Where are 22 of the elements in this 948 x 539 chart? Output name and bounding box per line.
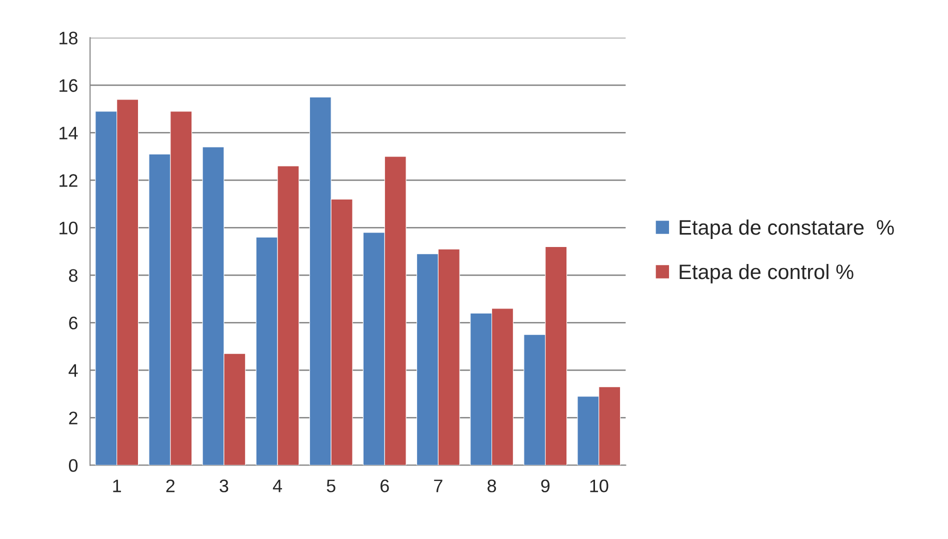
y-tick-label: 0	[68, 459, 78, 472]
legend-label: Etapa de control %	[680, 264, 854, 284]
y-tick-label: 4	[68, 364, 78, 377]
legend-label: Etapa de constatare %	[680, 220, 894, 239]
x-tick-label: 3	[220, 480, 228, 492]
x-tick-label: 1	[113, 480, 121, 492]
x-tick-label: 7	[434, 480, 442, 492]
x-tick-label: 5	[326, 480, 336, 492]
y-tick-label: 18	[60, 32, 78, 44]
y-tick-label: 2	[69, 412, 78, 424]
y-tick-label: 10	[60, 222, 78, 234]
x-tick-label: 9	[541, 480, 550, 492]
x-tick-label: 8	[488, 480, 496, 492]
y-tick-label: 6	[69, 316, 78, 330]
y-tick-label: 14	[60, 126, 78, 140]
y-tick-label: 8	[69, 269, 78, 282]
x-tick-label: 6	[380, 480, 389, 492]
y-tick-label: 12	[60, 174, 78, 187]
x-tick-label: 10	[590, 480, 608, 492]
x-tick-label: 4	[272, 480, 282, 492]
y-tick-label: 16	[60, 79, 78, 92]
x-tick-label: 2	[166, 480, 175, 492]
